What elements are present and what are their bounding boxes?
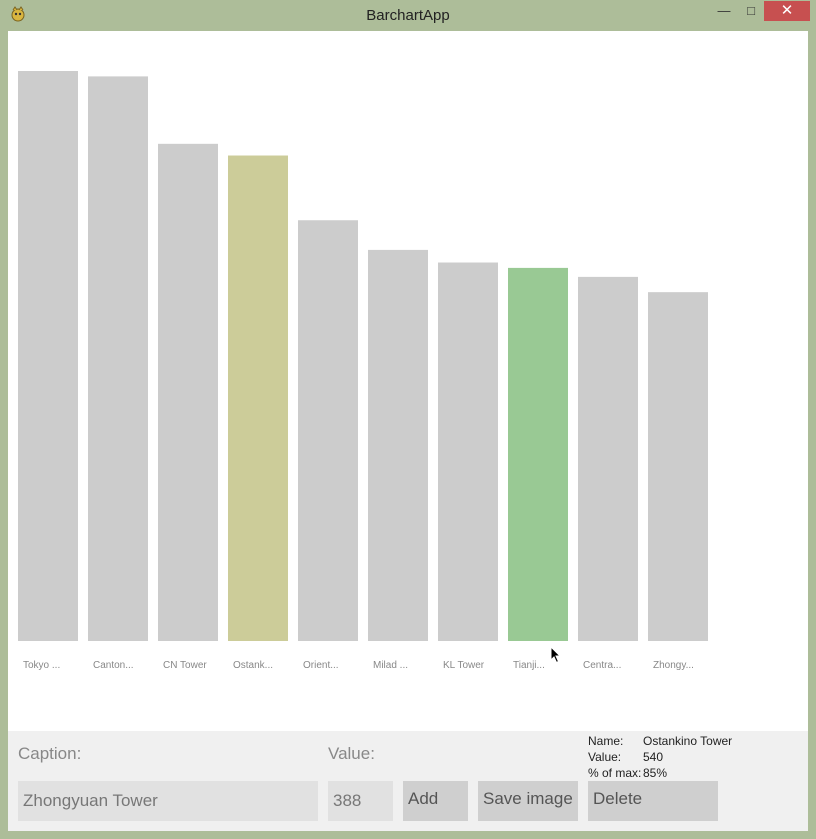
bar-2[interactable]	[158, 143, 218, 641]
bar-1[interactable]	[88, 76, 148, 642]
bar-label-8: Centra...	[583, 660, 621, 671]
selection-info: Name: Ostankino Tower Value: 540 % of ma…	[588, 734, 788, 782]
close-icon[interactable]: ✕	[764, 1, 810, 21]
bar-0[interactable]	[18, 71, 78, 641]
bar-chart-svg: Tokyo ... Canton... CN Tower Ostank... Orien…	[18, 71, 708, 671]
bar-label-6: KL Tower	[443, 660, 485, 671]
maximize-icon[interactable]: □	[747, 3, 755, 18]
save-image-button[interactable]: Save image	[478, 781, 578, 821]
bar-label-1: Canton...	[93, 660, 134, 671]
control-panel: Caption: Value: Zhongyuan Tower 388 Add …	[8, 731, 808, 831]
bar-label-7: Tianji...	[513, 660, 545, 671]
bar-label-5: Milad ...	[373, 660, 408, 671]
bar-label-4: Orient...	[303, 660, 339, 671]
title-bar[interactable]: BarchartApp — □ ✕	[0, 0, 816, 31]
bar-chart[interactable]: Tokyo ... Canton... CN Tower Ostank... Orien…	[8, 31, 808, 731]
info-value-key: Value:	[588, 750, 622, 764]
bar-label-9: Zhongy...	[653, 660, 694, 671]
value-label: Value:	[328, 744, 375, 763]
bar-label-2: CN Tower	[163, 660, 207, 671]
client-area: Tokyo ... Canton... CN Tower Ostank... Orien…	[8, 31, 808, 831]
bar-5[interactable]	[368, 249, 428, 641]
caption-input[interactable]: Zhongyuan Tower	[18, 781, 318, 821]
bar-8[interactable]	[578, 276, 638, 641]
bar-4[interactable]	[298, 220, 358, 641]
mouse-cursor-icon	[550, 646, 562, 664]
info-name-key: Name:	[588, 734, 624, 748]
info-pct-value: 85%	[643, 766, 668, 780]
bar-label-3: Ostank...	[233, 660, 273, 671]
info-value-value: 540	[643, 750, 664, 764]
value-input[interactable]: 388	[328, 781, 393, 821]
add-button[interactable]: Add	[403, 781, 468, 821]
bar-label-0: Tokyo ...	[23, 660, 60, 671]
minimize-icon[interactable]: —	[717, 3, 731, 18]
app-icon	[11, 6, 25, 22]
bar-6[interactable]	[438, 262, 498, 641]
info-pct-key: % of max:	[588, 766, 642, 780]
info-name-value: Ostankino Tower	[643, 734, 733, 748]
bar-3[interactable]	[228, 155, 288, 641]
caption-label: Caption:	[18, 744, 82, 763]
bar-9[interactable]	[648, 292, 708, 641]
delete-button[interactable]: Delete	[588, 781, 718, 821]
bar-7[interactable]	[508, 267, 568, 641]
window-title: BarchartApp	[366, 7, 450, 24]
